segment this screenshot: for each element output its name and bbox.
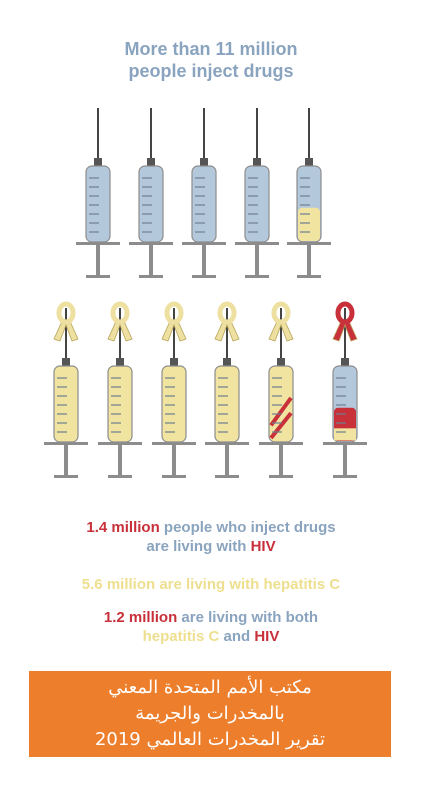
ribbon-icon-3 <box>161 301 187 342</box>
syringe-bottom-6 <box>323 308 367 478</box>
syringe-bottom-3 <box>152 308 196 478</box>
stat-both-value: 1.2 million <box>103 609 178 626</box>
unodc-banner: مكتب الأمم المتحدة المعني بالمخدرات والج… <box>29 671 391 757</box>
headline-line-2: people inject drugs <box>128 61 294 81</box>
syringe-bottom-4 <box>205 308 249 478</box>
ribbon-icon-1 <box>53 301 79 342</box>
stat-hepatitis-c: 5.6 million are living with hepatitis C <box>81 576 341 593</box>
ribbon-icon-6 <box>332 301 358 342</box>
syringe-top-2 <box>129 108 173 278</box>
syringe-top-1 <box>76 108 120 278</box>
ribbon-icon-5 <box>268 301 294 342</box>
syringe-top-4 <box>235 108 279 278</box>
ribbon-icon-2 <box>107 301 133 342</box>
headline: More than 11 million people inject drugs <box>0 38 422 82</box>
ribbon-icon-4 <box>214 301 240 342</box>
stat-both-hep: hepatitis C <box>142 628 220 645</box>
stat-both-hiv: HIV <box>254 628 280 645</box>
banner-line-3: تقرير المخدرات العالمي 2019 <box>94 729 326 750</box>
stat-both-text: are living with both <box>177 609 319 626</box>
stat-hiv-line2: are living with <box>146 538 251 555</box>
syringe-top-3 <box>182 108 226 278</box>
stat-hiv: 1.4 million people who inject drugs are … <box>0 518 422 556</box>
syringe-illustration <box>44 108 367 478</box>
stat-hiv-value: 1.4 million <box>86 519 160 536</box>
stat-hiv-label: HIV <box>250 538 276 555</box>
stat-both: 1.2 million are living with both hepatit… <box>0 608 422 646</box>
syringe-bottom-1 <box>44 308 88 478</box>
syringe-top-5 <box>287 108 331 278</box>
headline-line-1: More than 11 million <box>124 39 298 59</box>
syringe-bottom-2 <box>98 308 142 478</box>
banner-line-2: بالمخدرات والجريمة <box>135 703 285 724</box>
stat-hiv-text: people who inject drugs <box>159 519 336 536</box>
syringe-bottom-5 <box>259 308 303 478</box>
banner-line-1: مكتب الأمم المتحدة المعني <box>108 677 312 698</box>
stat-both-and: and <box>219 628 255 645</box>
